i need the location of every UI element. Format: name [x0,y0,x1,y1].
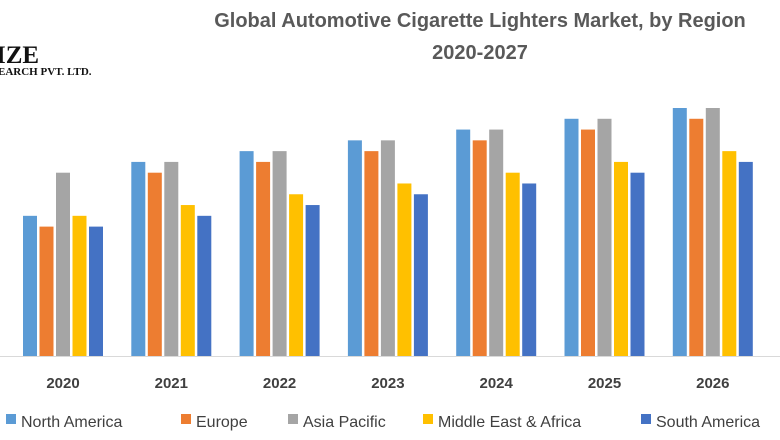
bar-2026-north-america [672,108,687,356]
bar-2023-north-america [347,140,362,356]
logo-subtext: EARCH PVT. LTD. [0,66,92,78]
x-tick-label: 2025 [588,375,621,392]
bar-2026-europe [689,118,704,356]
bar-2024-middle-east-africa [505,172,520,356]
bar-2022-south-america [305,205,320,356]
bar-2026-asia-pacific [705,108,720,356]
bar-2021-middle-east-africa [180,205,195,356]
bar-2023-europe [364,151,379,356]
bar-2020-north-america [23,215,37,356]
legend-swatch [288,414,298,424]
legend-swatch [181,414,191,424]
bar-2020-asia-pacific [56,172,70,356]
legend-swatch [423,414,433,424]
bar-2021-europe [147,172,162,356]
bar-2026-south-america [738,161,753,356]
bar-2023-middle-east-africa [397,183,412,356]
bar-2025-europe [581,129,595,356]
bar-2021-north-america [131,161,146,356]
bar-2024-south-america [522,183,537,356]
bar-2025-north-america [564,118,579,356]
chart-subtitle: 2020-2027 [432,42,528,64]
bar-2023-asia-pacific [380,140,395,356]
bar-2022-europe [256,161,271,356]
legend-label: Europe [196,414,248,431]
bar-2022-middle-east-africa [289,194,304,356]
bar-2021-south-america [197,215,212,356]
bar-2020-south-america [89,226,103,356]
bar-2022-asia-pacific [272,151,287,356]
bar-2024-asia-pacific [489,129,504,356]
bar-2021-asia-pacific [164,161,179,356]
x-tick-label: 2024 [480,375,514,392]
x-tick-label: 2021 [155,375,188,392]
legend-swatch [641,414,651,424]
legend-swatch [6,414,16,424]
x-tick-label: 2023 [371,375,404,392]
legend-label: Asia Pacific [303,414,386,431]
bar-2024-europe [472,140,487,356]
bar-2025-middle-east-africa [614,161,628,356]
logo-text: IZE [0,42,40,69]
bar-2020-middle-east-africa [72,215,87,356]
x-tick-label: 2020 [46,375,79,392]
bar-2020-europe [39,226,54,356]
bar-2026-middle-east-africa [722,151,737,356]
bar-2024-north-america [456,129,471,356]
bar-2025-south-america [630,172,645,356]
x-tick-label: 2022 [263,375,296,392]
bar-2025-asia-pacific [597,118,612,356]
chart-title: Global Automotive Cigarette Lighters Mar… [214,10,746,32]
legend-label: North America [21,414,122,431]
legend-label: South America [656,414,760,431]
bar-2022-north-america [239,151,254,356]
x-tick-label: 2026 [696,375,729,392]
bar-2023-south-america [413,194,428,356]
legend-label: Middle East & Africa [438,414,581,431]
